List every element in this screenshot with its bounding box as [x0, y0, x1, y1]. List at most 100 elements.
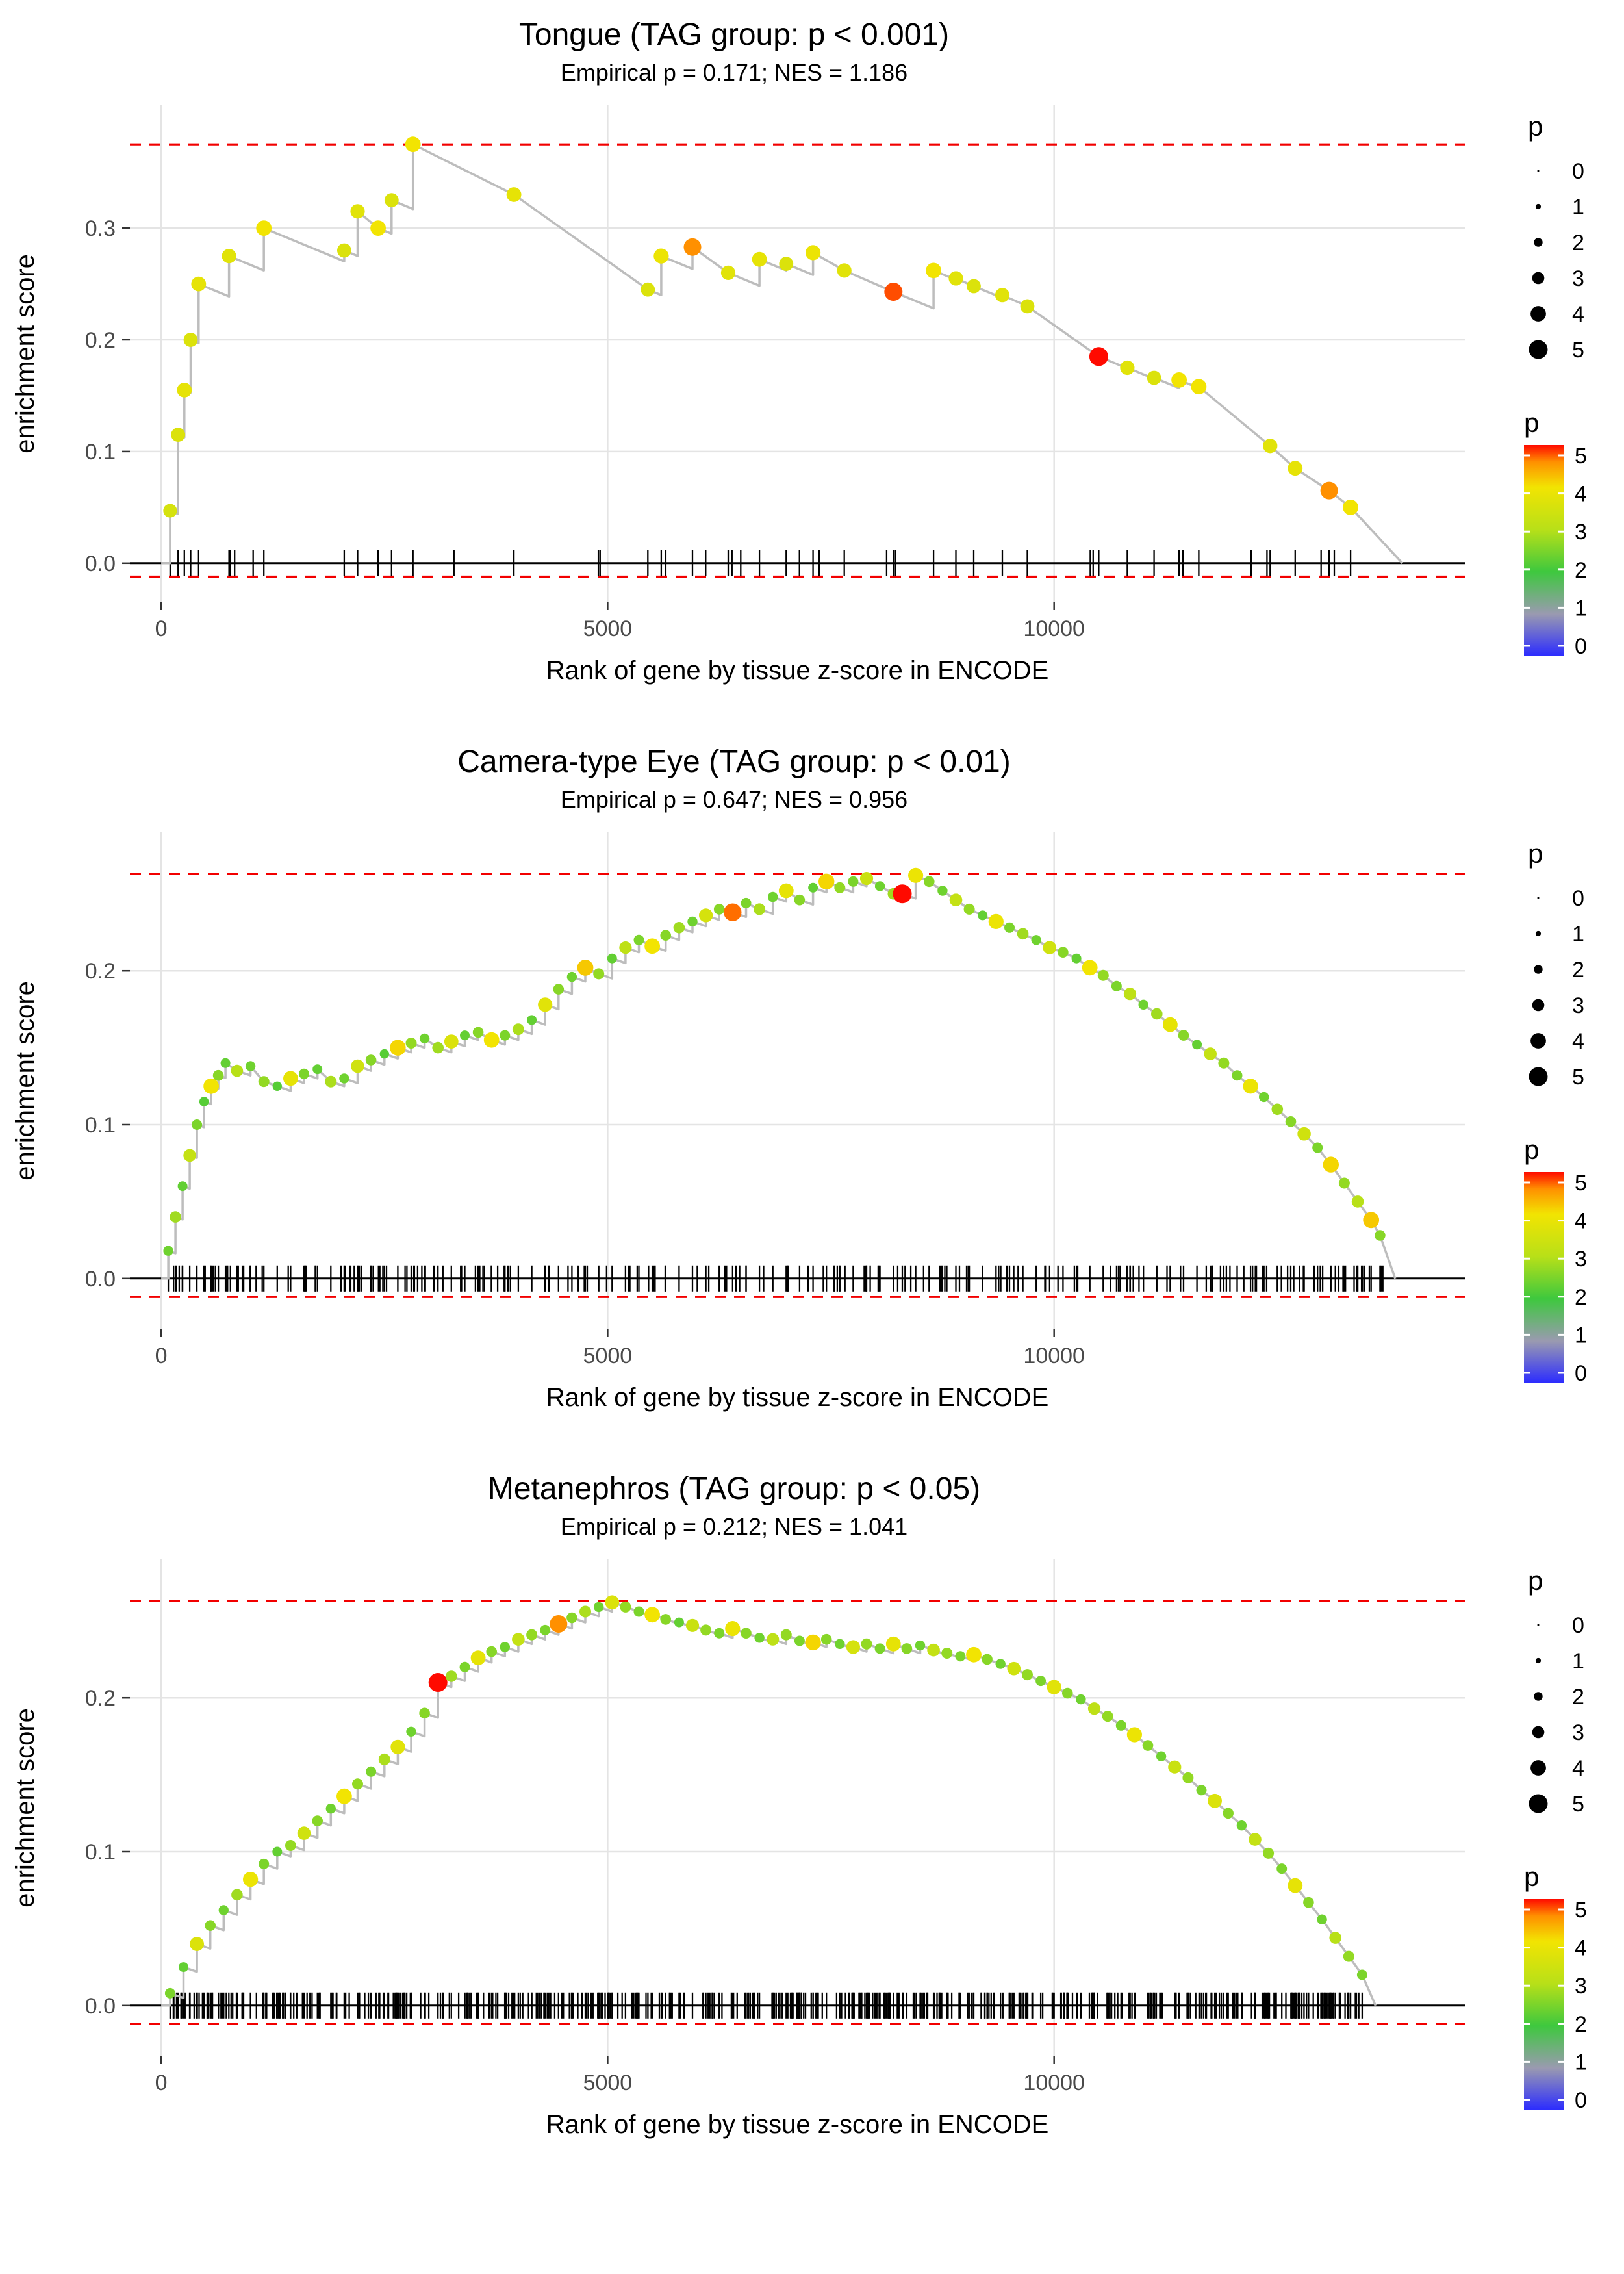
svg-text:4: 4: [1572, 1756, 1584, 1781]
size-legend: p 0 1 2 3 4 5: [1528, 838, 1584, 1090]
y-axis: 0.0 0.1 0.2 0.3 enrichment score: [11, 216, 130, 576]
enrichment-chart-svg: 0 5000 10000 Rank of gene by tissue z-score…: [11, 832, 1587, 1412]
svg-text:5: 5: [1575, 1171, 1587, 1195]
panel-subtitle: Empirical p = 0.171; NES = 1.186: [560, 59, 908, 86]
svg-text:10000: 10000: [1023, 1344, 1085, 1368]
x-axis: 0 5000 10000 Rank of gene by tissue z-score…: [155, 1329, 1085, 1412]
svg-text:p: p: [1524, 1134, 1539, 1165]
y-axis: 0.0 0.1 0.2 enrichment score: [11, 1686, 130, 2019]
svg-text:3: 3: [1572, 993, 1584, 1018]
gene-rug: [167, 1265, 1384, 1292]
svg-text:10000: 10000: [1023, 617, 1085, 641]
svg-text:3: 3: [1575, 1247, 1587, 1271]
x-axis-label: Rank of gene by tissue z-score in ENCODE: [546, 656, 1049, 685]
color-legend: p 5 4 3 2 1 0: [1524, 1134, 1587, 1386]
es-points: [163, 867, 1386, 1256]
svg-text:5000: 5000: [583, 617, 633, 641]
svg-text:0.2: 0.2: [85, 959, 116, 984]
svg-text:0: 0: [155, 617, 168, 641]
es-points: [163, 136, 1359, 518]
svg-text:5: 5: [1575, 1898, 1587, 1923]
color-legend: p 5 4 3 2 1 0: [1524, 407, 1587, 659]
svg-text:2: 2: [1572, 231, 1584, 255]
figure-page: Tongue (TAG group: p < 0.001) Empirical …: [0, 17, 1624, 2180]
panel-title: Metanephros (TAG group: p < 0.05): [487, 1472, 981, 1506]
svg-text:0.0: 0.0: [85, 1994, 116, 2019]
svg-text:1: 1: [1572, 922, 1584, 947]
panel-subtitle: Empirical p = 0.647; NES = 0.956: [560, 786, 908, 813]
y-axis-label: enrichment score: [11, 981, 40, 1181]
svg-text:4: 4: [1575, 1209, 1587, 1234]
svg-text:3: 3: [1572, 266, 1584, 291]
svg-text:5: 5: [1575, 444, 1587, 468]
svg-text:0: 0: [1572, 886, 1584, 911]
svg-text:1: 1: [1575, 596, 1587, 620]
svg-text:0.1: 0.1: [85, 1113, 116, 1138]
svg-text:4: 4: [1572, 302, 1584, 327]
svg-text:10000: 10000: [1023, 2071, 1085, 2095]
gridlines: [130, 105, 1465, 602]
gene-rug: [169, 550, 1352, 576]
enrichment-chart-svg: 0 5000 10000 Rank of gene by tissue z-score…: [11, 1559, 1587, 2139]
svg-text:0: 0: [1575, 2088, 1587, 2113]
panel-title: Tongue (TAG group: p < 0.001): [518, 18, 950, 52]
y-axis: 0.0 0.1 0.2 enrichment score: [11, 959, 130, 1292]
svg-text:0.0: 0.0: [85, 552, 116, 576]
panel-camera-type-eye: Camera-type Eye (TAG group: p < 0.01) Em…: [0, 744, 1624, 1453]
svg-text:5: 5: [1572, 338, 1584, 363]
svg-text:0.3: 0.3: [85, 216, 116, 241]
svg-text:0: 0: [1575, 634, 1587, 659]
svg-text:2: 2: [1575, 558, 1587, 583]
panel-tongue: Tongue (TAG group: p < 0.001) Empirical …: [0, 17, 1624, 726]
svg-text:3: 3: [1575, 520, 1587, 544]
svg-text:0: 0: [1572, 1613, 1584, 1638]
svg-text:p: p: [1524, 1861, 1539, 1892]
svg-text:0: 0: [1572, 159, 1584, 184]
svg-text:2: 2: [1575, 1285, 1587, 1310]
panel-metanephros: Metanephros (TAG group: p < 0.05) Empiri…: [0, 1471, 1624, 2180]
x-axis-label: Rank of gene by tissue z-score in ENCODE: [546, 1383, 1049, 1412]
svg-text:4: 4: [1572, 1029, 1584, 1054]
svg-text:1: 1: [1575, 1323, 1587, 1348]
svg-text:0.1: 0.1: [85, 1840, 116, 1865]
x-axis: 0 5000 10000 Rank of gene by tissue z-score…: [155, 2056, 1085, 2139]
y-axis-label: enrichment score: [11, 1708, 40, 1908]
enrichment-plot: 0 5000 10000 Rank of gene by tissue z-score…: [0, 1543, 1624, 2180]
svg-text:0.2: 0.2: [85, 328, 116, 353]
color-legend: p 5 4 3 2 1 0: [1524, 1861, 1587, 2113]
x-axis-label: Rank of gene by tissue z-score in ENCODE: [546, 2110, 1049, 2139]
panel-subtitle: Empirical p = 0.212; NES = 1.041: [560, 1513, 908, 1540]
svg-text:3: 3: [1572, 1720, 1584, 1745]
svg-text:0: 0: [155, 1344, 168, 1368]
svg-text:2: 2: [1572, 958, 1584, 982]
panel-title: Camera-type Eye (TAG group: p < 0.01): [457, 745, 1011, 779]
svg-text:1: 1: [1572, 1649, 1584, 1674]
enrichment-plot: 0 5000 10000 Rank of gene by tissue z-score…: [0, 89, 1624, 726]
svg-text:3: 3: [1575, 1974, 1587, 1999]
y-axis-label: enrichment score: [11, 254, 40, 454]
es-curve: [161, 143, 1404, 565]
svg-text:2: 2: [1575, 2012, 1587, 2037]
svg-text:0: 0: [155, 2071, 168, 2095]
enrichment-plot: 0 5000 10000 Rank of gene by tissue z-score…: [0, 816, 1624, 1453]
svg-text:0.1: 0.1: [85, 440, 116, 465]
x-axis: 0 5000 10000 Rank of gene by tissue z-score…: [155, 602, 1085, 685]
size-legend: p 0 1 2 3 4 5: [1528, 1565, 1584, 1817]
svg-text:p: p: [1528, 111, 1543, 142]
enrichment-chart-svg: 0 5000 10000 Rank of gene by tissue z-score…: [11, 105, 1587, 685]
es-curve: [161, 1601, 1377, 2007]
svg-text:1: 1: [1572, 195, 1584, 220]
svg-text:1: 1: [1575, 2050, 1587, 2075]
svg-text:5: 5: [1572, 1065, 1584, 1090]
svg-text:5: 5: [1572, 1792, 1584, 1817]
svg-text:5000: 5000: [583, 2071, 633, 2095]
es-points: [164, 1595, 1367, 1999]
svg-text:0.0: 0.0: [85, 1267, 116, 1292]
svg-text:4: 4: [1575, 482, 1587, 507]
svg-text:p: p: [1528, 838, 1543, 869]
svg-text:p: p: [1528, 1565, 1543, 1596]
svg-text:0: 0: [1575, 1361, 1587, 1386]
size-legend: p 0 1 2 3 4 5: [1528, 111, 1584, 363]
svg-text:p: p: [1524, 407, 1539, 438]
svg-text:0.2: 0.2: [85, 1686, 116, 1711]
